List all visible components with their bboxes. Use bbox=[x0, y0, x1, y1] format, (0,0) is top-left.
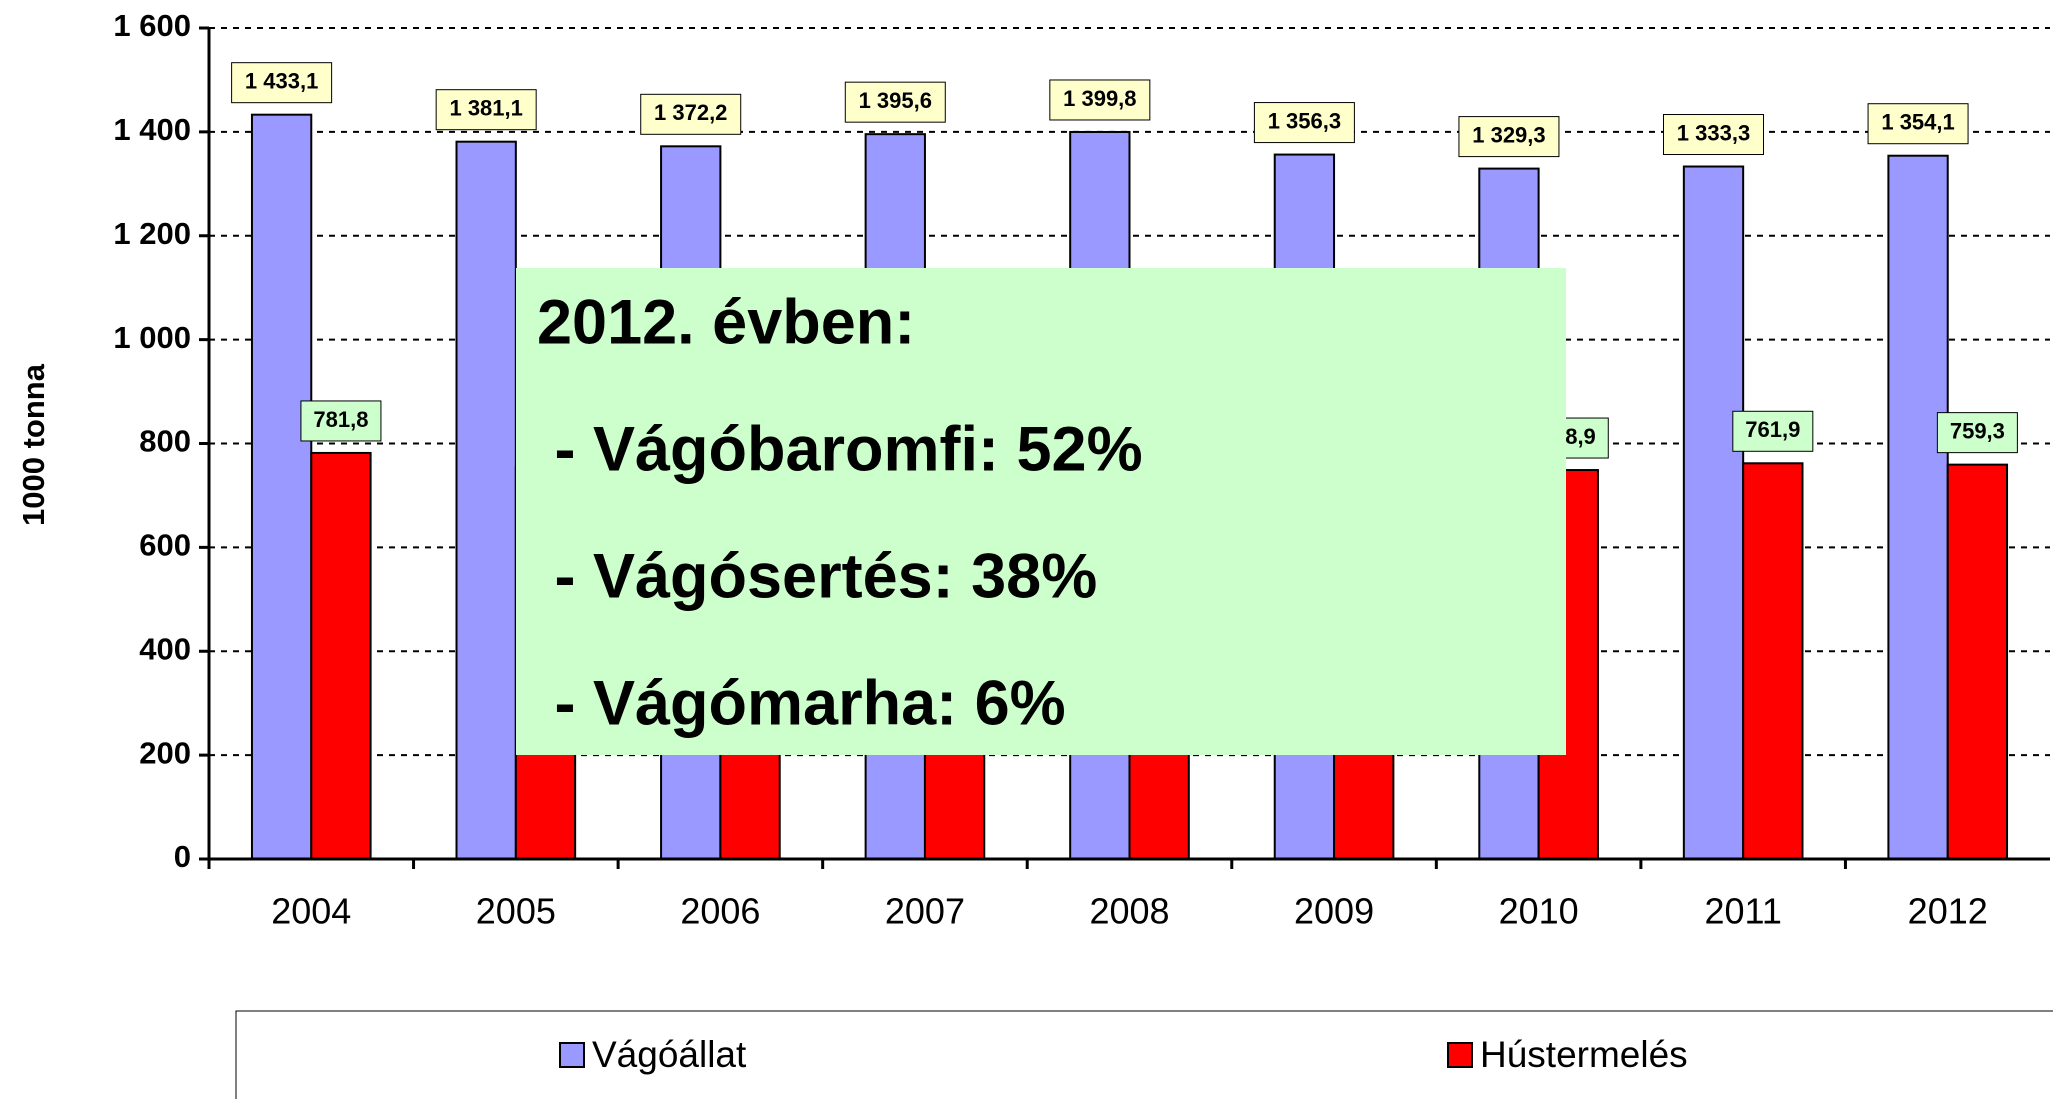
y-tick-label: 1 600 bbox=[113, 8, 191, 43]
data-label-box bbox=[1867, 103, 1969, 145]
y-tick-label: 400 bbox=[139, 631, 191, 666]
bar bbox=[1742, 462, 1804, 860]
x-tick-label: 2007 bbox=[885, 891, 965, 932]
data-label: 1 329,3 bbox=[1472, 122, 1545, 147]
bar bbox=[1682, 165, 1745, 860]
y-tick-label: 800 bbox=[139, 424, 191, 459]
bar bbox=[250, 113, 313, 860]
y-tick-label: 200 bbox=[139, 735, 191, 770]
y-tick-label: 1 400 bbox=[113, 112, 191, 147]
data-label: 1 354,1 bbox=[1881, 110, 1954, 135]
data-label-box bbox=[1458, 116, 1560, 158]
data-label: 1 381,1 bbox=[449, 96, 522, 121]
data-label: 1 395,6 bbox=[859, 88, 932, 113]
data-label-box bbox=[844, 81, 946, 123]
bar bbox=[455, 140, 517, 861]
y-axis-title: 1000 tonna bbox=[16, 363, 51, 526]
data-label: 1 399,8 bbox=[1063, 86, 1136, 111]
annotation-line: - Vágósertés: 38% bbox=[537, 542, 1097, 612]
data-label: 1 356,3 bbox=[1268, 108, 1341, 133]
data-label-box bbox=[1663, 114, 1765, 156]
x-tick-label: 2006 bbox=[680, 891, 760, 932]
annotation-box bbox=[516, 268, 1566, 755]
bar bbox=[1946, 463, 2009, 860]
x-tick-label: 2004 bbox=[271, 891, 351, 932]
x-tick-label: 2009 bbox=[1294, 891, 1374, 932]
legend-label: Vágóállat bbox=[592, 1034, 747, 1075]
x-tick-label: 2012 bbox=[1908, 891, 1988, 932]
legend-swatch bbox=[1447, 1042, 1473, 1068]
y-tick-label: 600 bbox=[139, 528, 191, 563]
legend-swatch bbox=[559, 1042, 585, 1068]
x-tick-label: 2011 bbox=[1704, 891, 1781, 932]
data-label-box bbox=[1732, 410, 1814, 452]
x-tick-label: 2008 bbox=[1089, 891, 1169, 932]
data-label: 761,9 bbox=[1745, 417, 1800, 442]
y-tick-label: 1 200 bbox=[113, 216, 191, 251]
data-label: 759,3 bbox=[1950, 418, 2005, 443]
data-label-box bbox=[231, 62, 333, 104]
y-tick-label: 1 000 bbox=[113, 320, 191, 355]
x-tick-label: 2010 bbox=[1499, 891, 1579, 932]
data-label-box bbox=[1936, 412, 2018, 454]
data-label: 781,8 bbox=[313, 407, 368, 432]
data-label: 1 372,2 bbox=[654, 100, 727, 125]
bar bbox=[310, 451, 372, 860]
y-tick-label: 0 bbox=[174, 839, 191, 874]
data-label-box bbox=[1049, 79, 1151, 121]
x-tick-label: 2005 bbox=[476, 891, 556, 932]
annotation-line: - Vágóbaromfi: 52% bbox=[537, 415, 1143, 485]
data-label: 1 333,3 bbox=[1677, 120, 1750, 145]
legend-label: Hústermelés bbox=[1480, 1034, 1688, 1075]
data-label-box bbox=[300, 400, 382, 442]
data-label-box bbox=[435, 89, 537, 131]
legend-box bbox=[235, 1010, 2053, 1099]
bar bbox=[1887, 154, 1949, 861]
data-label-box bbox=[1253, 102, 1355, 144]
data-label-box bbox=[640, 93, 742, 135]
annotation-line: - Vágómarha: 6% bbox=[537, 669, 1066, 739]
data-label: 1 433,1 bbox=[245, 68, 318, 93]
annotation-title: 2012. évben: bbox=[537, 288, 915, 358]
